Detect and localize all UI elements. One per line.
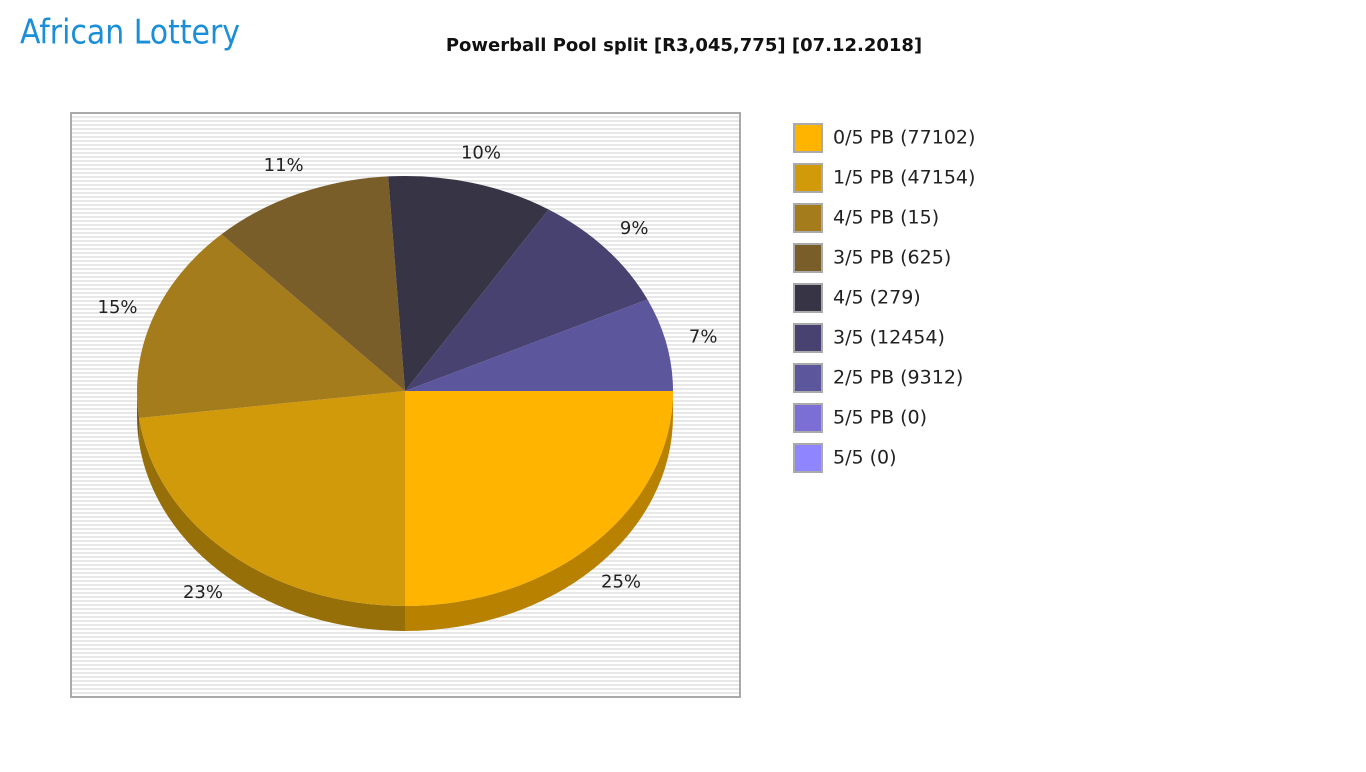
- legend-swatch: [793, 123, 823, 153]
- slice: [139, 391, 405, 606]
- legend-swatch: [793, 443, 823, 473]
- slice-side: [139, 417, 405, 631]
- value-label: 25%: [601, 571, 641, 592]
- legend-label: 1/5 PB (47154): [833, 167, 975, 189]
- legend-label: 5/5 (0): [833, 447, 897, 469]
- legend: 0/5 PB (77102) 1/5 PB (47154) 4/5 PB (15) 3…: [793, 123, 975, 473]
- legend-label: 5/5 PB (0): [833, 407, 927, 429]
- legend-swatch: [793, 363, 823, 393]
- logo[interactable]: African Lottery: [20, 13, 240, 53]
- slice-side: [405, 391, 673, 631]
- legend-swatch: [793, 163, 823, 193]
- legend-swatch: [793, 403, 823, 433]
- value-label: 7%: [689, 327, 718, 348]
- legend-swatch: [793, 243, 823, 273]
- legend-swatch: [793, 323, 823, 353]
- legend-label: 4/5 PB (15): [833, 207, 939, 229]
- pie: 25% 23% 15% 11% 10% 9% 7%: [98, 143, 718, 631]
- slice: [137, 234, 405, 418]
- slice: [221, 176, 405, 391]
- legend-swatch: [793, 283, 823, 313]
- legend-swatch: [793, 203, 823, 233]
- slice: [405, 391, 673, 606]
- value-label: 15%: [98, 297, 138, 318]
- value-label: 10%: [461, 143, 501, 164]
- legend-label: 0/5 PB (77102): [833, 127, 975, 149]
- legend-label: 2/5 PB (9312): [833, 367, 963, 389]
- slice: [405, 299, 673, 391]
- legend-label: 3/5 (12454): [833, 327, 945, 349]
- chart-title: Powerball Pool split [R3,045,775] [07.12…: [446, 35, 922, 56]
- value-label: 9%: [620, 218, 649, 239]
- slice-side: [137, 391, 140, 443]
- value-label: 11%: [264, 155, 304, 176]
- legend-label: 3/5 PB (625): [833, 247, 951, 269]
- value-label: 23%: [183, 582, 223, 603]
- slice: [405, 209, 648, 391]
- legend-label: 4/5 (279): [833, 287, 921, 309]
- slice: [388, 176, 549, 391]
